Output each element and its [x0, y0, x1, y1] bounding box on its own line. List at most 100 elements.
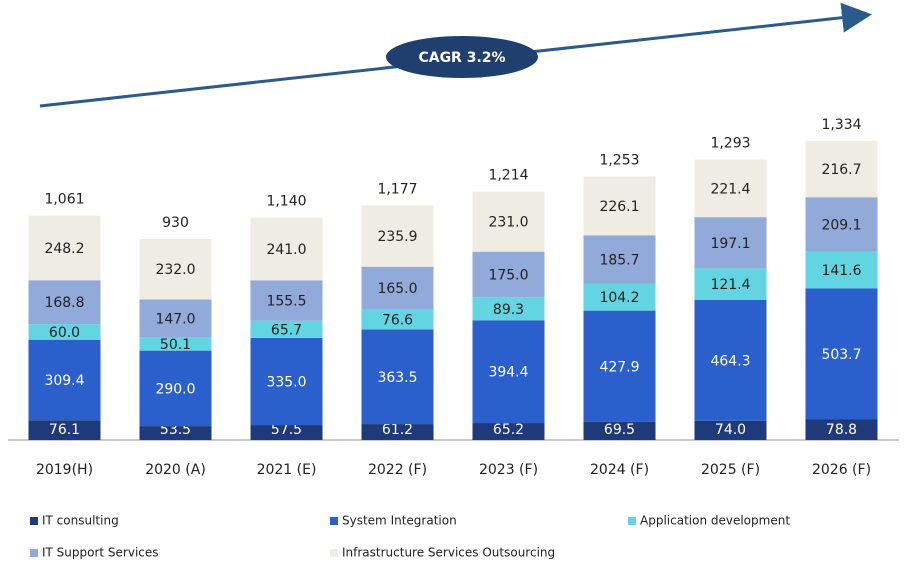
value-label: 76.1 — [49, 422, 80, 438]
value-label: 89.3 — [493, 302, 524, 318]
x-tick-label: 2021 (E) — [257, 462, 317, 478]
bar-segment — [361, 205, 434, 267]
value-label: 60.0 — [49, 325, 80, 341]
cagr-label: CAGR 3.2% — [418, 50, 505, 66]
bar-segment — [472, 191, 545, 252]
bar-segment — [694, 299, 767, 421]
value-label: 248.2 — [44, 241, 84, 257]
x-tick-label: 2024 (F) — [590, 462, 649, 478]
bar-segment — [583, 283, 656, 311]
legend-swatch — [330, 517, 338, 525]
legend-label: IT Support Services — [42, 546, 159, 560]
bar-segment — [250, 425, 323, 440]
bar-segment — [694, 268, 767, 300]
bar-segment — [250, 217, 323, 281]
value-label: 76.6 — [382, 313, 413, 329]
value-label: 185.7 — [599, 252, 639, 268]
total-label: 1,293 — [710, 136, 750, 152]
value-label: 141.6 — [821, 263, 861, 279]
value-label: 235.9 — [377, 229, 417, 245]
value-label: 226.1 — [599, 199, 639, 215]
value-label: 309.4 — [44, 373, 84, 389]
value-label: 427.9 — [599, 359, 639, 375]
bar-segment — [361, 309, 434, 330]
x-tick-label: 2022 (F) — [368, 462, 427, 478]
legend-swatch — [330, 549, 338, 557]
value-label: 50.1 — [160, 337, 191, 353]
bar-segment — [139, 426, 212, 440]
legend-swatch — [30, 517, 38, 525]
total-label: 1,253 — [599, 152, 639, 168]
value-label: 61.2 — [382, 422, 413, 438]
bar-segment — [694, 420, 767, 440]
cagr-badge — [386, 36, 538, 78]
bar-segment — [472, 297, 545, 321]
x-tick-label: 2026 (F) — [812, 462, 871, 478]
bar-segment — [139, 350, 212, 427]
total-label: 1,140 — [266, 194, 306, 210]
bar-segment — [28, 339, 101, 421]
value-label: 104.2 — [599, 290, 639, 306]
bar-segment — [361, 329, 434, 425]
value-label: 147.0 — [155, 311, 195, 327]
x-tick-label: 2023 (F) — [479, 462, 538, 478]
value-label: 65.2 — [493, 422, 524, 438]
bar-segment — [472, 320, 545, 424]
legend-label: Application development — [640, 514, 790, 528]
total-label: 1,334 — [821, 117, 861, 133]
legend-label: IT consulting — [42, 514, 119, 528]
bar-segment — [28, 324, 101, 340]
value-label: 65.7 — [271, 322, 302, 338]
total-label: 930 — [162, 215, 189, 231]
bar-segment — [28, 420, 101, 440]
bar-segment — [583, 310, 656, 422]
bar-segment — [139, 337, 212, 351]
bar-segment — [694, 217, 767, 269]
legend-swatch — [30, 549, 38, 557]
total-label: 1,214 — [488, 168, 528, 184]
bar-segment — [472, 423, 545, 440]
bar-segment — [28, 280, 101, 325]
value-label: 290.0 — [155, 381, 195, 397]
value-label: 335.0 — [266, 374, 306, 390]
bar-segment — [361, 424, 434, 440]
value-label: 464.3 — [710, 353, 750, 369]
value-label: 216.7 — [821, 162, 861, 178]
value-label: 74.0 — [715, 422, 746, 438]
legend-swatch — [628, 517, 636, 525]
bar-segment — [250, 280, 323, 321]
bar-segment — [583, 235, 656, 284]
bar-segment — [583, 176, 656, 236]
bar-segment — [472, 251, 545, 298]
bar-segment — [805, 251, 878, 289]
legend-label: Infrastructure Services Outsourcing — [342, 546, 555, 560]
x-tick-label: 2019(H) — [36, 462, 93, 478]
bar-segment — [28, 215, 101, 281]
value-label: 221.4 — [710, 181, 750, 197]
value-label: 363.5 — [377, 370, 417, 386]
value-label: 503.7 — [821, 347, 861, 363]
bar-segment — [583, 421, 656, 440]
value-label: 231.0 — [488, 215, 528, 231]
value-label: 78.8 — [826, 422, 857, 438]
value-label: 232.0 — [155, 262, 195, 278]
bar-segment — [250, 337, 323, 426]
bar-segment — [250, 320, 323, 338]
value-label: 69.5 — [604, 422, 635, 438]
x-tick-label: 2025 (F) — [701, 462, 760, 478]
value-label: 165.0 — [377, 281, 417, 297]
total-label: 1,061 — [44, 192, 84, 208]
x-tick-label: 2020 (A) — [145, 462, 206, 478]
bar-segment — [361, 266, 434, 310]
bar-segment — [805, 140, 878, 198]
value-label: 241.0 — [266, 242, 306, 258]
value-label: 168.8 — [44, 295, 84, 311]
total-label: 1,177 — [377, 181, 417, 197]
value-label: 209.1 — [821, 217, 861, 233]
bar-segment — [805, 288, 878, 420]
bar-segment — [805, 419, 878, 440]
value-label: 155.5 — [266, 294, 306, 310]
bar-segment — [694, 159, 767, 218]
value-label: 57.5 — [271, 422, 302, 438]
